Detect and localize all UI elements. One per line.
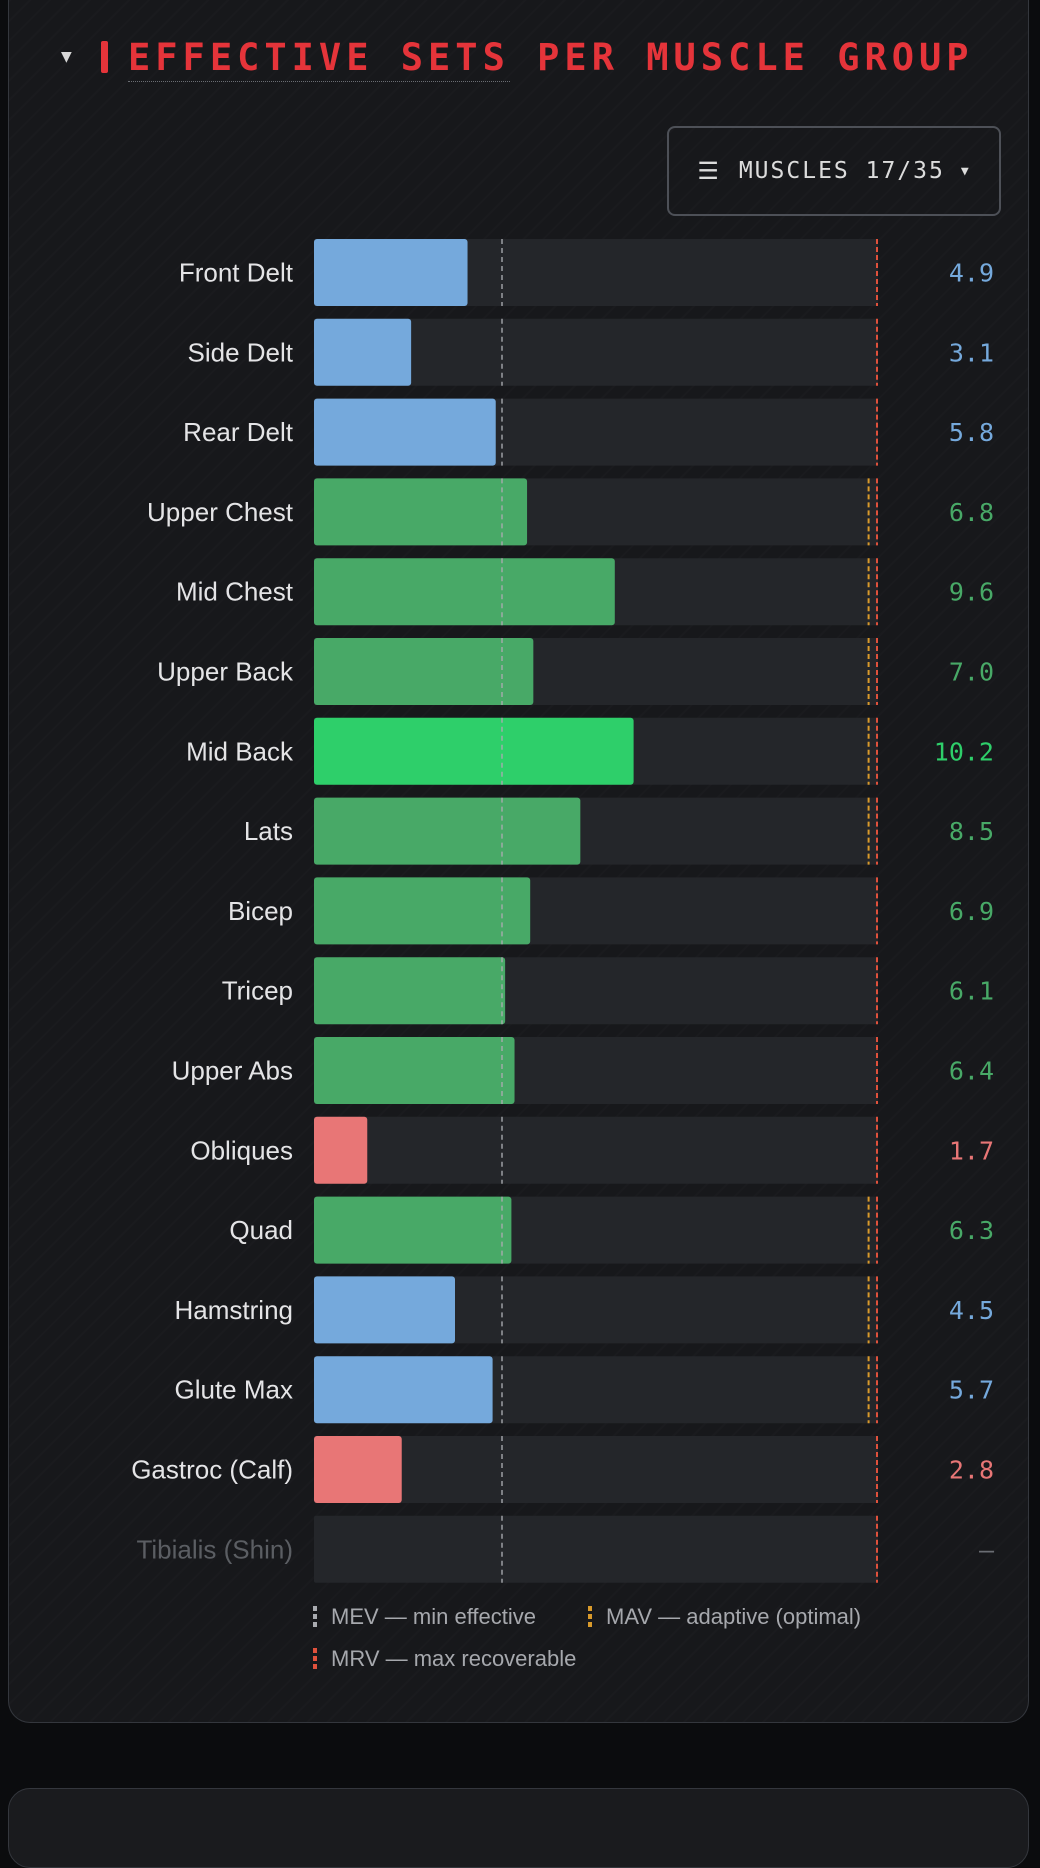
- value-label: 8.5: [949, 817, 994, 846]
- category-label: Upper Chest: [147, 497, 294, 527]
- bar-track: [314, 318, 878, 386]
- value-label: —: [979, 1535, 995, 1564]
- section-title: EFFECTIVE SETS PER MUSCLE GROUP: [128, 35, 974, 82]
- bar: [314, 1196, 512, 1264]
- menu-icon: ☰: [697, 157, 721, 185]
- muscles-filter-button[interactable]: ☰ MUSCLES 17/35 ▼: [667, 126, 1001, 216]
- category-label: Gastroc (Calf): [131, 1455, 293, 1485]
- title-part2: PER MUSCLE GROUP: [537, 35, 974, 79]
- value-label: 10.2: [934, 737, 994, 766]
- value-label: 2.8: [949, 1456, 994, 1485]
- effective-sets-chart: Front Delt 4.9 Side Delt 3.1 Rear Delt 5.8 Upp…: [131, 239, 995, 1583]
- category-label: Bicep: [228, 896, 293, 926]
- legend-mev-label: MEV — min effective: [331, 1604, 536, 1629]
- mav-marker-icon: [588, 1606, 592, 1628]
- legend-item-mev: MEV — min effective: [313, 1604, 536, 1630]
- muscles-filter-label: MUSCLES 17/35: [738, 158, 945, 184]
- bar: [314, 1356, 493, 1424]
- value-label: 3.1: [949, 338, 994, 367]
- value-label: 9.6: [949, 578, 994, 607]
- value-label: 6.9: [949, 897, 994, 926]
- value-label: 5.7: [949, 1376, 994, 1405]
- value-label: 6.1: [949, 977, 994, 1006]
- mev-marker-icon: [313, 1606, 317, 1628]
- legend-mav-label: MAV — adaptive (optimal): [606, 1604, 862, 1629]
- bar: [314, 877, 531, 945]
- value-label: 4.9: [949, 259, 994, 288]
- bar: [314, 478, 528, 546]
- section-header[interactable]: ▼ EFFECTIVE SETS PER MUSCLE GROUP: [61, 34, 974, 82]
- bar: [314, 957, 506, 1025]
- category-label: Upper Abs: [172, 1056, 293, 1086]
- value-label: 4.5: [949, 1296, 994, 1325]
- bar: [314, 398, 496, 466]
- bar: [314, 558, 615, 626]
- bar: [314, 1276, 455, 1344]
- value-label: 7.0: [949, 658, 994, 687]
- mrv-marker-icon: [313, 1648, 317, 1670]
- bar-track: [314, 1436, 878, 1503]
- legend-item-mav: MAV — adaptive (optimal): [588, 1604, 861, 1630]
- category-label: Upper Back: [157, 657, 294, 687]
- bar: [314, 1436, 402, 1503]
- category-label: Lats: [244, 816, 293, 846]
- value-label: 6.4: [949, 1057, 994, 1086]
- category-label: Side Delt: [188, 337, 294, 367]
- bar: [314, 1116, 368, 1184]
- bar-track: [314, 1515, 878, 1583]
- category-label: Obliques: [190, 1135, 293, 1165]
- category-label: Quad: [229, 1215, 293, 1245]
- bar: [314, 239, 468, 306]
- bar-track: [314, 1116, 878, 1184]
- category-label: Mid Back: [186, 736, 294, 766]
- category-label: Tricep: [222, 976, 293, 1006]
- caret-down-icon[interactable]: ▼: [61, 49, 72, 65]
- caret-down-icon: ▼: [960, 163, 971, 179]
- value-label: 6.8: [949, 498, 994, 527]
- next-panel: [8, 1788, 1029, 1868]
- accent-bar: [101, 41, 108, 73]
- bar: [314, 1037, 515, 1104]
- bar: [314, 638, 534, 705]
- category-label: Rear Delt: [183, 417, 294, 447]
- bar: [314, 717, 634, 785]
- bar: [314, 318, 412, 386]
- bar: [314, 797, 581, 865]
- category-label: Tibialis (Shin): [136, 1534, 293, 1564]
- value-label: 5.8: [949, 418, 994, 447]
- value-label: 1.7: [949, 1136, 994, 1165]
- category-label: Front Delt: [179, 258, 294, 288]
- legend-item-mrv: MRV — max recoverable: [313, 1646, 576, 1672]
- category-label: Mid Chest: [176, 577, 294, 607]
- legend-mrv-label: MRV — max recoverable: [331, 1646, 577, 1671]
- category-label: Hamstring: [175, 1295, 293, 1325]
- category-label: Glute Max: [175, 1375, 294, 1405]
- title-part1: EFFECTIVE SETS: [128, 35, 510, 82]
- value-label: 6.3: [949, 1216, 994, 1245]
